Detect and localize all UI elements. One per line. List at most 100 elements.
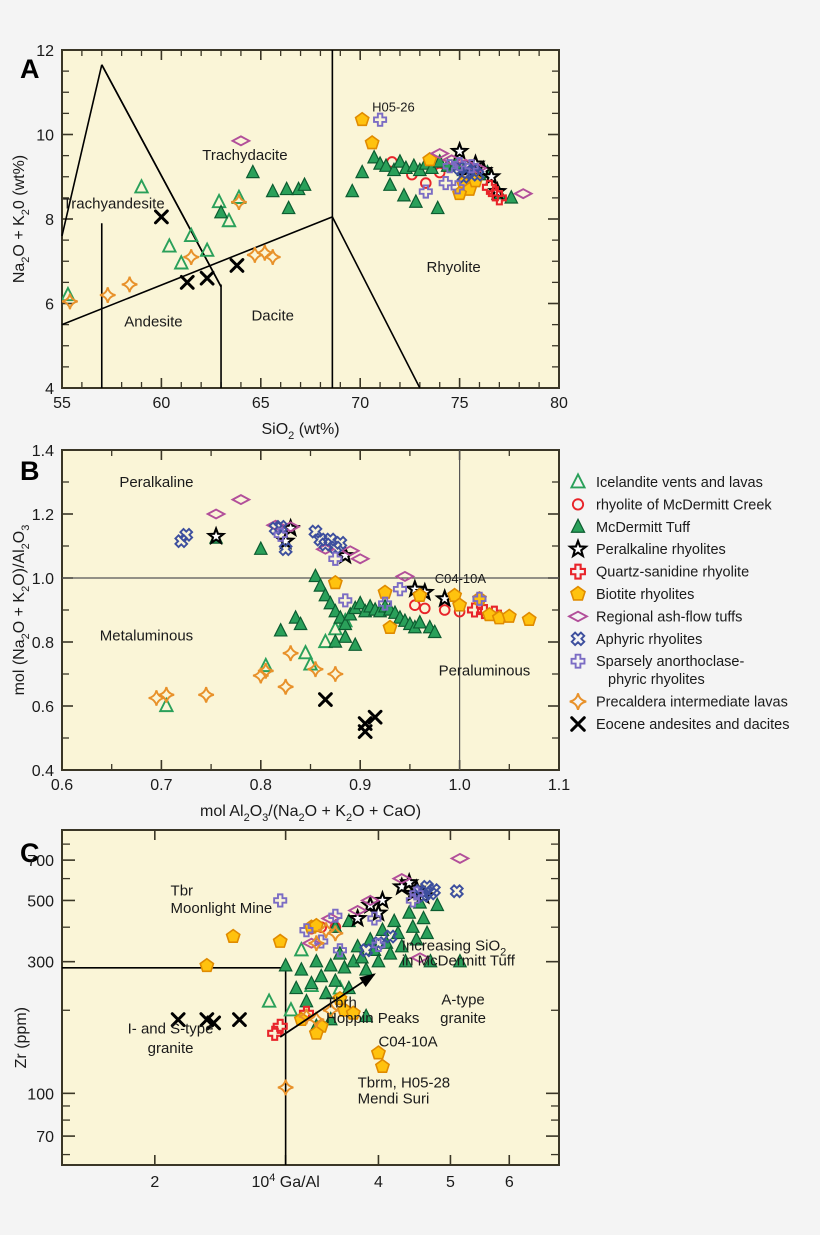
four-point-star-marker xyxy=(318,922,334,939)
legend-item[interactable]: Regional ash-flow tuffs xyxy=(567,609,742,625)
open-triangle-marker xyxy=(199,241,215,257)
panel-a-xtick-label: 70 xyxy=(351,395,369,412)
panel-a-series xyxy=(62,178,247,302)
filled-triangle-marker xyxy=(409,931,424,946)
open-circle-marker xyxy=(420,177,432,189)
legend-item[interactable]: Precaldera intermediate lavas xyxy=(569,693,788,711)
four-point-star-marker xyxy=(198,686,215,703)
x-mark-marker xyxy=(318,692,333,707)
x-cross-marker xyxy=(179,527,194,543)
open-triangle-marker xyxy=(297,643,314,660)
open-triangle-marker xyxy=(261,992,277,1008)
panel-a-series xyxy=(154,209,245,290)
open-diamond-marker xyxy=(230,135,252,147)
filled-triangle-marker xyxy=(355,164,370,179)
open-diamond-marker xyxy=(512,188,534,200)
filled-pentagon-marker xyxy=(308,1025,324,1040)
panel-c-xtick-label: 6 xyxy=(505,1174,514,1191)
legend-item-label: Precaldera intermediate lavas xyxy=(596,695,788,711)
filled-triangle-marker xyxy=(366,149,382,164)
filled-pentagon-marker xyxy=(199,957,215,973)
star-marker xyxy=(567,537,589,559)
four-point-star-marker xyxy=(230,194,247,211)
panel-c-annotation: Tbr xyxy=(171,883,194,900)
filled-pentagon-marker xyxy=(521,611,537,627)
x-mark-marker xyxy=(199,270,215,286)
cross-plus-marker xyxy=(373,112,388,127)
cross-plus-marker xyxy=(328,551,343,566)
panel-a-ytick-label: 10 xyxy=(36,128,54,145)
panel-b-xtick-label: 1.1 xyxy=(548,777,570,794)
panel-b-xtick-label: 0.7 xyxy=(150,777,172,794)
open-diamond-marker xyxy=(429,147,451,160)
four-point-star-marker xyxy=(277,678,294,695)
panel-c-ytick-label: 500 xyxy=(27,893,54,910)
filled-pentagon-marker xyxy=(293,1011,309,1027)
panel-b-field-label: Peralkaline xyxy=(119,474,193,491)
legend-item[interactable]: Aphyric rhyolites xyxy=(570,631,703,648)
open-triangle-marker xyxy=(173,254,190,270)
panel-b-annotation: C04-10A xyxy=(435,571,487,586)
legend-item[interactable]: McDermitt Tuff xyxy=(570,517,691,536)
panel-c-trend-arrow xyxy=(279,973,376,1038)
panel-c-field-label: granite xyxy=(440,1010,486,1027)
panel-c-xaxis-title: 104 Ga/Al xyxy=(251,1172,319,1191)
four-point-star-marker xyxy=(308,1011,325,1028)
filled-triangle-marker xyxy=(304,975,319,990)
open-triangle-marker xyxy=(569,472,587,489)
x-cross-marker xyxy=(278,541,293,557)
legend-item[interactable]: Icelandite vents and lavas xyxy=(569,472,763,491)
panel-b-ytick-label: 0.8 xyxy=(32,635,54,652)
panel-b-xtick-label: 0.9 xyxy=(349,777,371,794)
filled-triangle-marker xyxy=(341,912,357,928)
x-mark-marker xyxy=(357,724,373,739)
cross-plus-marker xyxy=(570,653,586,669)
open-diamond-marker xyxy=(391,873,413,885)
panel-a-field-label: Trachyandesite xyxy=(63,195,165,212)
four-point-star-marker xyxy=(277,1079,294,1096)
legend-item-label: Icelandite vents and lavas xyxy=(596,475,763,491)
legend-item-label: Biotite rhyolites xyxy=(596,587,694,603)
legend-item-label: Regional ash-flow tuffs xyxy=(596,609,742,625)
star-marker xyxy=(275,530,296,550)
filled-triangle-marker xyxy=(358,1007,374,1023)
filled-triangle-marker xyxy=(430,199,445,215)
filled-pentagon-marker xyxy=(327,574,343,590)
panel-c-annotation: Moonlight Mine xyxy=(171,900,273,917)
panel-a-annotation: H05-26 xyxy=(372,99,415,114)
open-diamond-marker xyxy=(205,508,227,520)
legend-item[interactable]: Peralkaline rhyolites xyxy=(567,537,726,559)
legend-item[interactable]: Eocene andesites and dacites xyxy=(570,716,790,733)
panel-c-field-label: A-type xyxy=(441,991,484,1008)
filled-triangle-marker xyxy=(394,938,409,953)
panel-b-series xyxy=(318,692,383,739)
panel-c-field-label: I- and S-type xyxy=(128,1020,214,1037)
filled-triangle-marker xyxy=(323,957,338,972)
four-point-star-marker xyxy=(99,287,116,304)
legend-item[interactable]: Quartz-sanidine rhyolite xyxy=(570,563,749,581)
open-diamond-marker xyxy=(349,553,371,565)
filled-triangle-marker xyxy=(314,968,329,983)
four-point-star-marker xyxy=(327,666,344,682)
filled-pentagon-marker xyxy=(364,135,380,150)
legend-item[interactable]: Sparsely anorthoclase-phyric rhyolites xyxy=(570,653,745,688)
x-mark-marker xyxy=(154,209,169,225)
x-mark-marker xyxy=(170,1012,186,1027)
legend-item[interactable]: Biotite rhyolites xyxy=(570,585,694,603)
filled-triangle-marker xyxy=(323,595,338,610)
four-point-star-marker xyxy=(257,662,274,679)
filled-triangle-marker xyxy=(392,153,408,168)
filled-triangle-marker xyxy=(289,979,304,995)
filled-pentagon-marker xyxy=(374,1058,391,1074)
filled-triangle-marker xyxy=(323,1011,338,1026)
x-mark-marker xyxy=(367,709,383,725)
open-circle-marker xyxy=(419,602,431,615)
legend-item[interactable]: rhyolite of McDermitt Creek xyxy=(571,497,773,513)
cross-plus-marker xyxy=(367,911,382,926)
filled-triangle-marker xyxy=(419,924,435,940)
four-point-star-marker xyxy=(569,693,587,711)
x-mark-marker xyxy=(206,1015,222,1031)
filled-triangle-marker xyxy=(318,587,333,602)
panel-a-series xyxy=(481,179,507,206)
filled-pentagon-marker xyxy=(570,585,586,601)
